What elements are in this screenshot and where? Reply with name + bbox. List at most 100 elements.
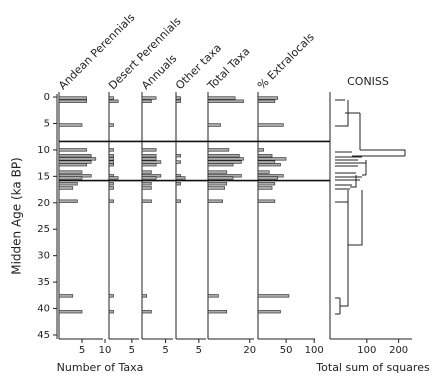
- bar: [141, 182, 152, 186]
- bar: [108, 99, 119, 103]
- bar: [257, 99, 276, 103]
- x-tick-label: 20: [243, 345, 256, 356]
- bar: [58, 160, 92, 164]
- bar: [257, 170, 270, 174]
- bar: [58, 96, 87, 100]
- panel-title: % Extralocals: [255, 30, 317, 92]
- bar: [257, 160, 276, 164]
- bar: [141, 163, 157, 167]
- bar: [108, 186, 114, 190]
- bar: [108, 123, 114, 127]
- y-tick-label: 0: [44, 92, 50, 103]
- x-tick-label: 5: [129, 345, 135, 356]
- bar: [141, 199, 152, 203]
- y-tick-label: 15: [37, 171, 50, 182]
- coniss-x-label: Total sum of squares: [315, 361, 430, 374]
- bar: [207, 294, 219, 298]
- bar: [58, 199, 78, 203]
- bar: [207, 170, 228, 174]
- bar: [141, 96, 157, 100]
- bar: [141, 160, 162, 164]
- bar: [207, 148, 230, 152]
- bar: [108, 96, 114, 100]
- bar: [58, 123, 83, 127]
- bar: [257, 154, 273, 158]
- bar: [207, 199, 223, 203]
- x-axis-label: Number of Taxa: [57, 361, 144, 374]
- bar: [141, 176, 157, 180]
- bar: [58, 186, 74, 190]
- x-tick-label: 200: [389, 345, 408, 356]
- bar: [257, 199, 276, 203]
- bar: [175, 99, 181, 103]
- bar: [58, 310, 83, 314]
- bar: [108, 182, 114, 186]
- bar: [58, 99, 87, 103]
- dendrogram: [335, 99, 406, 315]
- bar: [58, 163, 87, 167]
- bar: [108, 154, 114, 158]
- bar: [175, 199, 181, 203]
- bar: [257, 157, 287, 161]
- bar: [108, 160, 114, 164]
- x-tick-label: 100: [305, 345, 324, 356]
- bar: [207, 157, 244, 161]
- bar: [141, 99, 152, 103]
- bar: [207, 123, 221, 127]
- bar: [58, 176, 83, 180]
- bar: [175, 154, 181, 158]
- x-tick-label: 5: [162, 345, 168, 356]
- y-tick-label: 45: [37, 330, 50, 341]
- bar: [175, 182, 181, 186]
- bar: [175, 176, 186, 180]
- bar: [207, 99, 244, 103]
- bar: [257, 123, 284, 127]
- bar: [108, 157, 114, 161]
- bar: [58, 148, 87, 152]
- bar: [108, 294, 114, 298]
- x-tick-label: 5: [79, 345, 85, 356]
- x-tick-label: 50: [280, 345, 293, 356]
- bar: [58, 154, 92, 158]
- y-tick-label: 10: [37, 145, 50, 156]
- bar: [108, 176, 119, 180]
- bar: [141, 170, 152, 174]
- bar: [58, 294, 74, 298]
- y-tick-label: 25: [37, 224, 50, 235]
- y-tick-label: 5: [44, 118, 50, 129]
- y-tick-label: 20: [37, 198, 50, 209]
- bar: [257, 294, 290, 298]
- bar: [141, 157, 157, 161]
- bar: [175, 96, 181, 100]
- bar: [207, 182, 228, 186]
- bar: [141, 186, 152, 190]
- bar: [175, 160, 181, 164]
- bar: [108, 163, 114, 167]
- y-tick-label: 30: [37, 251, 50, 262]
- bar: [207, 163, 234, 167]
- bar: [257, 163, 281, 167]
- bar: [58, 157, 97, 161]
- y-tick-label: 40: [37, 304, 50, 315]
- bar: [141, 294, 148, 298]
- bar: [207, 176, 234, 180]
- bar: [141, 148, 157, 152]
- bar: [58, 182, 78, 186]
- bar: [257, 182, 276, 186]
- bar: [207, 160, 242, 164]
- bar: [58, 170, 83, 174]
- x-tick-label: 100: [357, 345, 376, 356]
- bar: [257, 310, 281, 314]
- bar: [207, 154, 240, 158]
- bar: [108, 199, 114, 203]
- bar: [207, 310, 228, 314]
- bar: [207, 96, 236, 100]
- bar: [257, 148, 264, 152]
- bar: [257, 176, 278, 180]
- bar: [141, 310, 152, 314]
- bar: [257, 186, 273, 190]
- x-tick-label: 10: [99, 345, 112, 356]
- x-tick-label: 5: [196, 345, 202, 356]
- bar: [108, 148, 114, 152]
